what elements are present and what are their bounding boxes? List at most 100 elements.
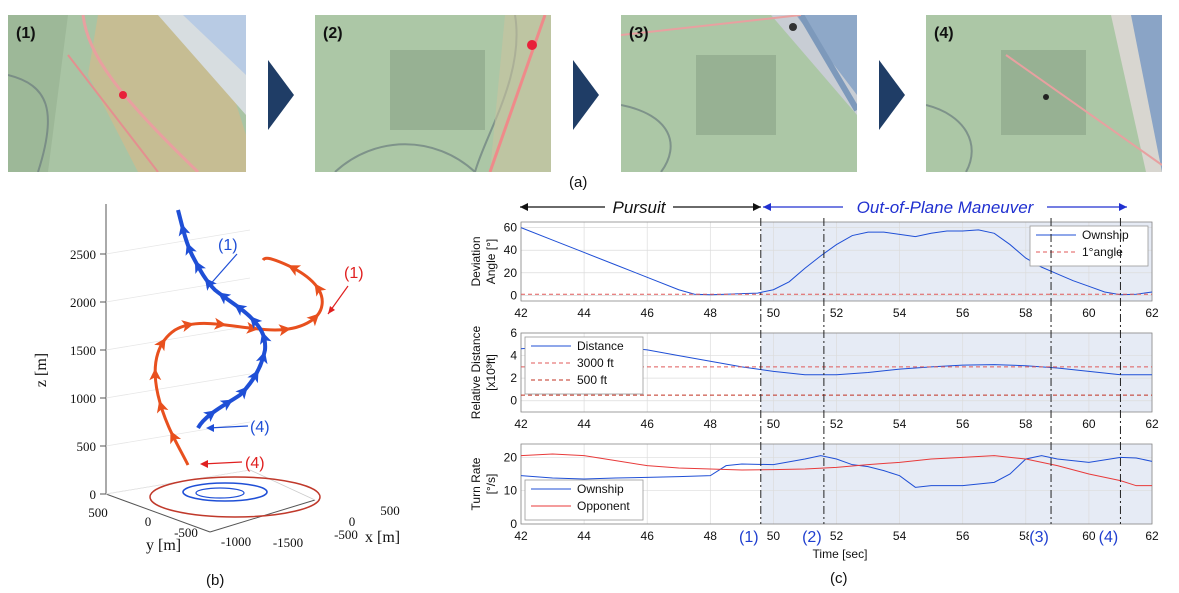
opponent-ground-track (149, 476, 321, 518)
x-tick-label: 56 (956, 306, 970, 320)
frame-2-image (315, 15, 551, 172)
frame-1-label: (1) (16, 25, 36, 42)
event-label-bg (738, 526, 759, 546)
z-tick-label: 0 (90, 487, 97, 502)
y-tick-label: 0 (145, 514, 152, 529)
ownship-aircraft-icon (247, 369, 259, 384)
x-tick-label: 48 (704, 417, 718, 431)
series-line-ownship (520, 455, 1153, 488)
x-tick-label: 58 (1019, 306, 1033, 320)
y-axis-label: Angle [°] (484, 239, 498, 285)
x-tick-label: 44 (577, 529, 591, 543)
frame-3-label: (3) (629, 25, 649, 42)
frame-3-image (621, 15, 857, 172)
opponent-trajectory (153, 256, 324, 466)
maneuver-shade (760, 333, 1152, 412)
y-tick-label: 60 (504, 221, 518, 235)
subplot-1: 60 40 20 0 42 44 46 48 50 52 54 56 58 60 62 Deviation An… (469, 221, 1159, 320)
ownship-ground-track (182, 482, 268, 502)
x-tick-label: 48 (704, 306, 718, 320)
ownship-aircraft-icon (255, 351, 268, 365)
frame-3: (3) (621, 15, 857, 172)
opponent-aircraft-icon (154, 337, 166, 352)
x-tick-label: 50 (767, 529, 781, 543)
y-tick-label: 500 (88, 505, 108, 520)
caption-a: (a) (569, 174, 588, 191)
x-tick-label: 52 (830, 529, 844, 543)
x-tick-label: 46 (641, 417, 655, 431)
legend (1029, 225, 1149, 267)
plot-frame (520, 221, 1153, 302)
legend-label: 500 ft (577, 373, 608, 387)
legend-label: Ownship (1082, 228, 1129, 242)
x-tick-label: 48 (704, 529, 718, 543)
event-marker-label: (1) (739, 529, 759, 546)
next-arrow-icon (268, 60, 294, 130)
ownship-aircraft-icon (203, 410, 217, 423)
z-gridline (105, 421, 251, 447)
z-tick-label: 1000 (70, 391, 96, 406)
ownship-aircraft-icon (234, 303, 248, 316)
ownship-aircraft-icon (235, 386, 248, 400)
opponent-aircraft-icon (156, 400, 169, 414)
z-gridline (105, 325, 251, 351)
z-gridline (105, 277, 251, 303)
next-arrow-icon (573, 60, 599, 130)
x-tick-label: 60 (1082, 529, 1096, 543)
caption-b: (b) (206, 572, 225, 589)
z-gridline (105, 373, 251, 399)
legend-label: Distance (577, 339, 624, 353)
x-tick-label: 52 (830, 306, 844, 320)
frame-4: (4) (926, 15, 1162, 172)
phase-maneuver-label: Out-of-Plane Maneuver (857, 198, 1035, 217)
z-gridline (105, 229, 251, 255)
next-arrow-icon (879, 60, 905, 130)
legend-label: 1°angle (1082, 245, 1123, 259)
caption-c: (c) (830, 570, 848, 587)
y-tick-label: 0 (510, 517, 517, 531)
event-marker-label: (2) (802, 529, 822, 546)
x-tick-label: 60 (1082, 306, 1096, 320)
y-tick-label: 20 (504, 266, 518, 280)
ownship-aircraft-icon (219, 399, 234, 411)
ownship-ground-track (195, 487, 245, 499)
y-axis-label: Deviation (469, 236, 483, 286)
x-tick-label: 44 (577, 417, 591, 431)
x-tick-label: 46 (641, 529, 655, 543)
frame-2: (2) (315, 15, 551, 172)
annotation-ownship-4: (4) (250, 419, 270, 436)
x-tick-label: 500 (380, 503, 400, 518)
z-tick-label: 500 (77, 439, 97, 454)
series-line-ownship (520, 227, 1153, 296)
y-tick-label: 20 (504, 450, 518, 464)
legend-label: Opponent (577, 499, 630, 513)
y-axis-label: Relative Distance (469, 325, 483, 419)
x-tick-label: 56 (956, 417, 970, 431)
opponent-aircraft-icon (181, 320, 195, 332)
x-tick-label: 54 (893, 306, 907, 320)
z-tick-label: 2000 (70, 295, 96, 310)
opponent-aircraft-icon (278, 324, 292, 337)
event-label-bg (1029, 526, 1050, 546)
z-axis-label: z [m] (33, 353, 50, 387)
ownship-aircraft-icon (178, 223, 191, 237)
annotation-opponent-4: (4) (245, 455, 265, 472)
x-tick-label: -500 (334, 527, 358, 542)
opponent-aircraft-icon (314, 283, 327, 297)
x-tick-label: 56 (956, 529, 970, 543)
frame-2-label: (2) (323, 25, 343, 42)
opponent-aircraft-icon (246, 321, 259, 334)
x-tick-label: 0 (349, 514, 356, 529)
y-tick-label: 2 (510, 371, 517, 385)
frame-1: (1) (8, 15, 246, 172)
x-tick-label: 62 (1145, 306, 1159, 320)
y-tick-label: -1000 (221, 534, 251, 549)
x-tick-label: 62 (1145, 529, 1159, 543)
y-tick-label: -500 (174, 525, 198, 540)
y-tick-label: 4 (510, 349, 517, 363)
ownship-aircraft-icon (185, 242, 197, 256)
z-tick-label: 2500 (70, 247, 96, 262)
